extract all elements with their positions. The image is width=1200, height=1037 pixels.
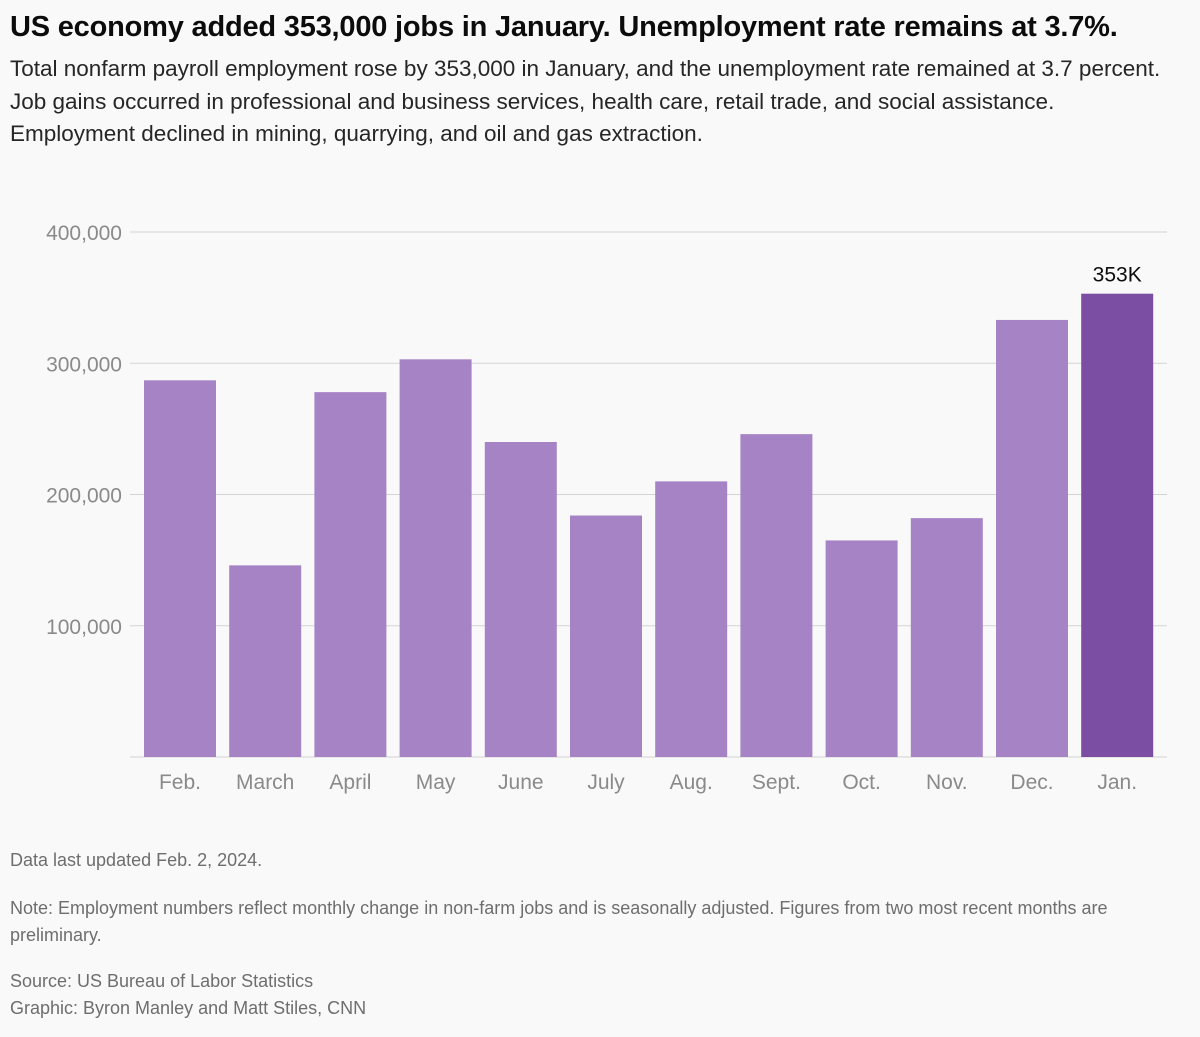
bar-july <box>570 515 642 757</box>
x-tick-label: Jan. <box>1097 771 1137 794</box>
x-tick-label: June <box>498 771 544 794</box>
source-credit: Source: US Bureau of Labor Statistics <box>10 971 314 991</box>
bar-april <box>314 392 387 757</box>
graphic-credit: Graphic: Byron Manley and Matt Stiles, C… <box>10 998 367 1018</box>
x-tick-label: Feb. <box>159 771 201 794</box>
bar-jan <box>1081 293 1154 757</box>
annotations: 353K <box>1093 264 1142 287</box>
gridlines: 100,000 200,000 300,000 400,000 <box>46 222 1167 758</box>
bar-nov <box>910 518 983 757</box>
x-tick-label: May <box>416 771 456 794</box>
bar-aug <box>655 481 728 757</box>
x-tick-label: Aug. <box>670 771 713 794</box>
y-tick-label: 400,000 <box>46 222 122 245</box>
y-tick-label: 100,000 <box>46 616 122 639</box>
methodology-note: Note: Employment numbers reflect monthly… <box>10 898 1108 945</box>
headline: US economy added 353,000 jobs in January… <box>10 11 1118 43</box>
bar-dec <box>996 319 1068 757</box>
bar-oct <box>825 540 898 757</box>
x-tick-label: Oct. <box>842 771 881 794</box>
data-label: 353K <box>1093 264 1142 287</box>
subhead: Total nonfarm payroll employment rose by… <box>10 56 1161 146</box>
x-tick-label: Sept. <box>752 771 801 794</box>
bar-chart: 100,000 200,000 300,000 400,000 Feb. March Ap… <box>46 222 1167 794</box>
x-tick-label: Nov. <box>926 771 968 794</box>
x-tick-label: March <box>236 771 294 794</box>
bar-june <box>484 442 557 757</box>
x-axis-labels: Feb. March April May June July Aug. Sept. Oct. No… <box>159 771 1137 794</box>
data-updated-note: Data last updated Feb. 2, 2024. <box>10 850 263 870</box>
x-tick-label: April <box>329 771 371 794</box>
x-tick-label: Dec. <box>1010 771 1053 794</box>
y-tick-label: 200,000 <box>46 485 122 508</box>
bar-sept <box>740 434 813 757</box>
bar-may <box>399 359 472 757</box>
bar-march <box>229 565 302 757</box>
y-tick-label: 300,000 <box>46 353 122 376</box>
x-tick-label: July <box>587 771 625 794</box>
bar-feb <box>144 380 216 757</box>
bars <box>144 293 1154 757</box>
